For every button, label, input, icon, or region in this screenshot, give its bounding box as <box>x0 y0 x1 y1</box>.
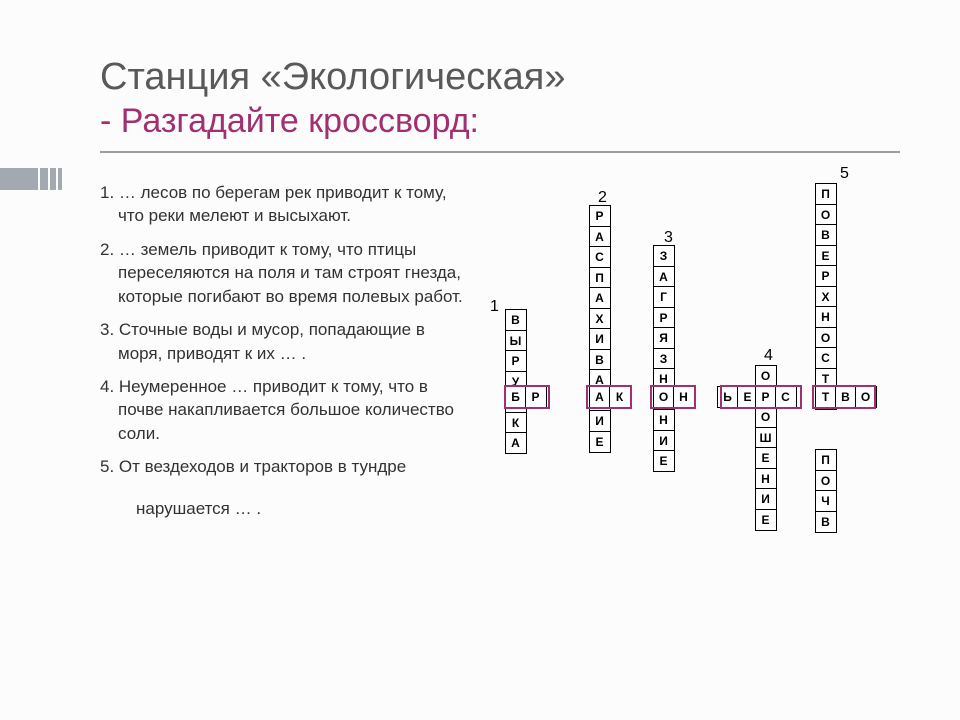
clue-list: 1. … лесов по берегам рек приводит к том… <box>100 181 470 621</box>
crossword-cell: Т <box>815 386 837 408</box>
clue-text-a: 5. От вездеходов и тракторов в тундре <box>100 457 406 476</box>
crossword-cell: И <box>653 430 675 452</box>
crossword-cell: Н <box>755 468 777 490</box>
crossword-cell: А <box>589 287 611 309</box>
crossword-cell: О <box>815 204 837 226</box>
clue-text-b: нарушается … . <box>118 497 470 520</box>
crossword-cell: Р <box>653 307 675 329</box>
crossword-cell: И <box>755 488 777 510</box>
clue-item: 4. Неумеренное … приводит к тому, что в … <box>100 375 470 445</box>
crossword-cell: Р <box>505 350 527 372</box>
clue-item: 1. … лесов по берегам рек приводит к том… <box>100 181 470 228</box>
crossword-cell: Е <box>755 447 777 469</box>
crossword-cell: О <box>815 327 837 349</box>
title-main: Станция «Экологическая» <box>100 56 900 100</box>
crossword-word: ЗАГРЯЗНЕНИЕ <box>654 247 675 473</box>
crossword-cell: Я <box>653 327 675 349</box>
crossword-cell: О <box>755 365 777 387</box>
crossword-number: 1 <box>490 298 499 316</box>
crossword-cell: О <box>653 386 675 408</box>
crossword-cell: В <box>815 224 837 246</box>
clue-item: 2. … земель приводит к тому, что птицы п… <box>100 238 470 308</box>
crossword-cell: Х <box>815 286 837 308</box>
crossword-cell: Б <box>505 386 527 408</box>
crossword-cell: С <box>589 246 611 268</box>
crossword-cell: А <box>505 432 527 454</box>
crossword-word: ВЫРУБКА <box>506 311 527 455</box>
crossword: 1ВЫРУБКА2РАСПАХИВАНИЕ3ЗАГРЯЗНЕНИЕ4ОРОШЕН… <box>486 181 900 621</box>
crossword-cell: В <box>589 349 611 371</box>
crossword-number: 3 <box>664 229 673 247</box>
crossword-cell: Р <box>525 386 547 408</box>
crossword-cell: А <box>589 226 611 248</box>
crossword-cell: Н <box>815 306 837 328</box>
crossword-cell: С <box>815 347 837 369</box>
crossword-cell: Р <box>815 265 837 287</box>
crossword-cell: К <box>505 412 527 434</box>
side-accent-bar <box>50 168 56 190</box>
crossword-cell: О <box>815 470 837 492</box>
side-accent-bar <box>58 168 62 190</box>
crossword-cell: В <box>835 386 857 408</box>
crossword-cell: К <box>609 386 631 408</box>
crossword-cell: Е <box>755 509 777 531</box>
side-accent-bar <box>40 168 48 190</box>
crossword-cell: Н <box>673 386 695 408</box>
crossword-cell: Е <box>815 245 837 267</box>
side-accent <box>0 168 38 190</box>
title-sub: - Разгадайте кроссворд: <box>100 102 900 153</box>
crossword-number: 4 <box>764 347 773 365</box>
crossword-cell: З <box>653 348 675 370</box>
crossword-number: 5 <box>840 165 849 183</box>
crossword-cell: В <box>815 511 837 533</box>
crossword-cell: Р <box>755 386 777 408</box>
crossword-cell: Е <box>653 450 675 472</box>
crossword-cell: П <box>589 267 611 289</box>
crossword-cell: И <box>589 328 611 350</box>
crossword-word: ПОВЕРХНОСТЬ <box>816 185 837 411</box>
crossword-cell: П <box>815 183 837 205</box>
crossword-cell: Ш <box>755 427 777 449</box>
crossword-cell: Х <box>589 308 611 330</box>
crossword-cell: Ы <box>505 330 527 352</box>
crossword-cell: В <box>505 309 527 331</box>
crossword-cell: Р <box>589 205 611 227</box>
crossword-cell: А <box>589 386 611 408</box>
crossword-cell: А <box>653 266 675 288</box>
crossword-cell: И <box>589 410 611 432</box>
crossword-cell: Г <box>653 286 675 308</box>
crossword-cell: Е <box>589 431 611 453</box>
crossword-cell: Н <box>653 409 675 431</box>
crossword-cell: Ь <box>717 386 739 408</box>
crossword-word: ПОЧВ <box>816 451 837 533</box>
body-row: 1. … лесов по берегам рек приводит к том… <box>100 181 900 621</box>
crossword-cell: П <box>815 449 837 471</box>
crossword-word: РАСПАХИВАНИЕ <box>590 207 611 453</box>
crossword-number: 2 <box>598 189 607 207</box>
clue-item: 3. Сточные воды и мусор, попадающие в мо… <box>100 318 470 365</box>
crossword-cell: Ч <box>815 490 837 512</box>
crossword-cell: О <box>855 386 877 408</box>
crossword-cell: З <box>653 245 675 267</box>
slide: Станция «Экологическая» - Разгадайте кро… <box>0 0 960 621</box>
clue-item: 5. От вездеходов и тракторов в тундре на… <box>100 455 470 520</box>
crossword-cell: С <box>775 386 797 408</box>
crossword-cell: О <box>755 406 777 428</box>
